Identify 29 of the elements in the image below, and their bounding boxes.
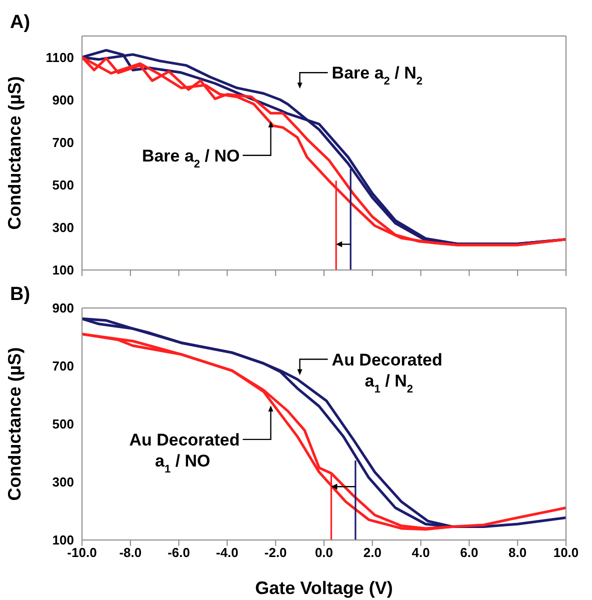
x-tick-label: 6.0	[460, 545, 478, 560]
x-tick-label: 2.0	[363, 545, 382, 560]
y-tick-label: 700	[52, 358, 74, 374]
y-tick-label: 100	[52, 262, 74, 278]
x-tick-label: -2.0	[264, 545, 287, 560]
annotation: Bare a$_{2}$ / NO	[142, 146, 240, 170]
y-tick-label: 300	[52, 220, 74, 236]
y-tick-label: 100	[52, 532, 74, 548]
y-tick-label: 500	[52, 416, 74, 432]
x-tick-label: -10.0	[67, 545, 97, 560]
x-tick-label: 10.0	[553, 545, 579, 560]
annotation: Au Decorated a$_{1}$ / N$_{2}$	[332, 350, 442, 396]
x-tick-label: -8.0	[119, 545, 142, 560]
x-tick-label: 8.0	[508, 545, 527, 560]
y-tick-label: 900	[52, 92, 74, 108]
y-tick-label: 900	[52, 300, 74, 316]
y-tick-label: 300	[52, 474, 74, 490]
annotation: Bare a$_{2}$ / N$_{2}$	[332, 64, 423, 88]
x-tick-label: -4.0	[216, 545, 238, 560]
x-tick-label: 0.0	[314, 545, 334, 560]
x-axis-title: Gate Voltage (V)	[255, 578, 393, 598]
chart-title: A)	[10, 12, 30, 34]
y-tick-label: 1100	[46, 50, 74, 65]
x-tick-label: 4.0	[412, 545, 430, 560]
y-tick-label: 500	[52, 178, 74, 193]
annotation: Au Decorated a$_{1}$ / NO	[129, 430, 240, 476]
y-tick-label: 700	[52, 134, 74, 150]
chart-title: B)	[10, 284, 30, 306]
x-tick-label: -6.0	[168, 545, 190, 560]
